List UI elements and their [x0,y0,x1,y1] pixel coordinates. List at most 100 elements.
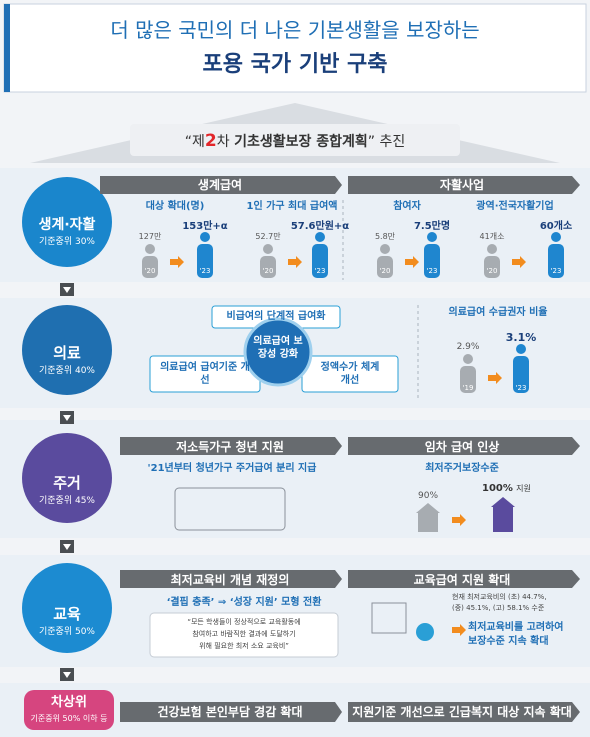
arrow [452,514,466,526]
person-body [260,256,276,278]
plan-part: 차 [216,134,235,150]
badge: 교육 [53,605,81,623]
person-body [424,244,440,278]
person-body [460,366,476,393]
year: '23 [314,267,326,275]
center-text: 의료급여 보장성 강화 [253,336,303,360]
person-body [484,256,500,278]
person-head [263,244,273,254]
year: '19 [462,384,474,392]
section-header: 교육급여 지원 확대 [413,573,511,587]
person-body [312,244,328,278]
plan-part: 추진 [375,134,406,150]
model-text: ‘결핍 충족’ ⇒ ‘성장 지원’ 모형 전환 [166,597,322,608]
item-after: 7.5만명 [413,221,451,232]
ratio-after: 3.1% [505,331,537,344]
youth-text: '21년부터 청년가구 주거급여 분리 지급 [147,463,317,474]
badge: 의료 [53,344,81,362]
item-label: 참여자 [393,201,421,212]
arrow [405,256,419,268]
year: '23 [515,384,527,392]
item-before: 5.8만 [374,232,396,241]
badge: 주거 [53,474,81,492]
plan-part: “제 [184,134,205,150]
person-head [487,244,497,254]
section-bar: 지원기준 개선으로 긴급복지 대상 지속 확대 [352,705,572,719]
quote-line: 위해 필요한 최저 소요 교육비” [199,642,289,650]
item-after: 60개소 [539,221,573,232]
plan: “제2차 기초생활보장 종합계획” 추진 [185,133,406,150]
item-before: 41개소 [479,232,505,241]
item-after: 153만+α [182,221,228,232]
arrow [288,256,302,268]
house-body [418,513,438,532]
current-line: 현재 최저교육비의 (초) 44.7%, [452,593,547,601]
goal-line: 보장수준 지속 확대 [468,636,549,647]
current-line: (중) 45.1%, (고) 58.1% 수준 [452,604,545,612]
box-text: 의료급여 급여기준 개선 [160,362,250,386]
box-text: 정액수가 체계 개선 [320,362,380,386]
title-line1: 더 많은 국민의 더 나은 기본생활을 보장하는 [110,18,480,42]
year: '20 [262,267,274,275]
housing-before: 90% [417,491,439,501]
coin [416,623,434,641]
section-header: 최저교육비 개념 재정의 [170,573,290,587]
item-label: 대상 확대(명) [145,201,205,212]
plan-part: ” [367,134,376,150]
house-body [493,507,513,532]
plan-part: 2 [204,131,217,151]
person-head [463,354,473,364]
item-before: 52.7만 [255,232,281,241]
year: '23 [426,267,438,275]
criterion: 기준중위 30% [39,237,95,247]
house-roof [491,497,515,507]
box-text: 비급여의 단계적 급여화 [226,311,326,322]
ratio-label: 의료급여 수급권자 비율 [448,307,548,318]
section-header: 생계급여 [197,178,243,192]
person-head [200,232,210,242]
person-head [380,244,390,254]
arrow [488,372,502,384]
housing-after: 100% 지원 [482,484,531,494]
house-roof [416,503,440,513]
criterion: 기준중위 50% 이하 등 [30,714,108,723]
section-bar: 건강보험 본인부담 경감 확대 [157,705,303,719]
person-head [427,232,437,242]
quote-line: “모든 학생들이 정상적으로 교육활동에 [187,618,301,626]
year: '20 [144,267,156,275]
criterion: 기준중위 50% [39,627,95,637]
section-header: 자활사업 [439,178,485,192]
edu-icon [371,602,407,634]
quote-line: 참여하고 바람직한 결과에 도달하기 [192,630,296,638]
arrow [512,256,526,268]
ratio-before: 2.9% [456,342,480,352]
section-header: 임차 급여 인상 [424,440,500,454]
plan-part: 기초생활보장 종합계획 [234,134,368,150]
person-body [142,256,158,278]
goal-line: 최저교육비를 고려하여 [468,622,564,633]
criterion: 기준중위 40% [39,366,95,376]
person-head [315,232,325,242]
person-body [377,256,393,278]
year: '23 [199,267,211,275]
person-body [513,356,529,393]
housing-label: 최저주거보장수준 [425,463,499,474]
item-after: 57.6만원+α [290,221,350,232]
person-head [516,344,526,354]
housing-after-value: 100% [482,483,513,494]
person-head [551,232,561,242]
badge: 생계·자활 [38,217,96,233]
arrow [170,256,184,268]
youth-icon [174,487,286,531]
housing-after-note: 지원 [516,484,531,493]
item-label: 광역·전국자활기업 [476,201,554,212]
person-head [145,244,155,254]
item-before: 127만 [138,232,162,241]
section-header: 저소득가구 청년 지원 [176,440,284,454]
badge: 차상위 [51,695,87,710]
year: '20 [379,267,391,275]
person-body [548,244,564,278]
